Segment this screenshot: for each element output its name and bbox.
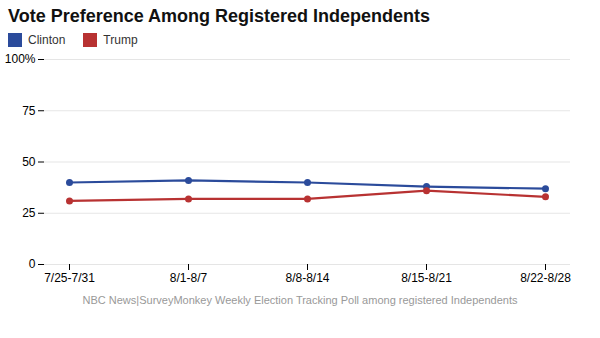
svg-text:25: 25: [22, 206, 36, 220]
html-text:Clinton: Clinton: [28, 33, 66, 47]
svg-text:0: 0: [29, 257, 36, 271]
svg-text:7/25-7/31: 7/25-7/31: [44, 271, 95, 285]
svg-text:100%: 100%: [5, 52, 36, 66]
html-text:Vote Preference Among Register: Vote Preference Among Registered Indepen…: [8, 6, 431, 26]
svg-text:8/15-8/21: 8/15-8/21: [401, 271, 452, 285]
html-text:NBC News|SurveyMonkey Weekly E: NBC News|SurveyMonkey Weekly Election Tr…: [82, 294, 518, 306]
svg-text:75: 75: [22, 104, 36, 118]
svg-text:8/22-8/28: 8/22-8/28: [520, 271, 571, 285]
html-text:Trump: Trump: [103, 33, 138, 47]
svg-text:8/1-8/7: 8/1-8/7: [170, 271, 208, 285]
svg-text:50: 50: [22, 155, 36, 169]
svg-text:8/8-8/14: 8/8-8/14: [285, 271, 329, 285]
